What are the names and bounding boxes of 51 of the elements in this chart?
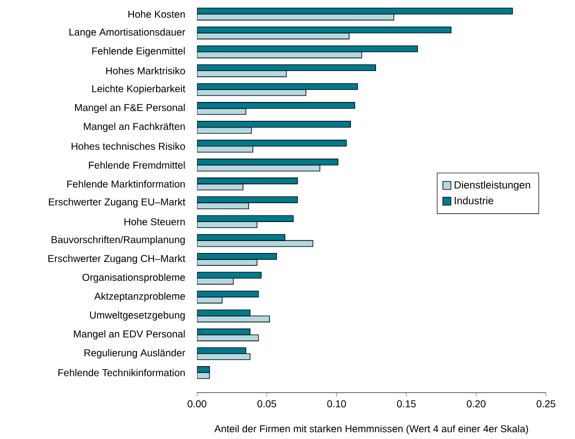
bar — [197, 178, 298, 184]
y-tick-label: Hohes Marktrisiko — [106, 67, 185, 74]
y-tick-label: Mangel an Fachkräften — [84, 122, 185, 132]
y-tick-label: Fehlende Fremdmittel — [88, 161, 185, 169]
y-tick-label: Umweltgesetzgebung — [90, 311, 185, 321]
y-tick-label: Leichte Kopierbarkeit — [92, 84, 186, 94]
x-tick-label: 0.15 — [397, 400, 416, 408]
y-tick-label: Fehlende Marktinformation — [67, 180, 185, 188]
bar — [197, 146, 254, 153]
y-tick-label: Hohe Steuern — [124, 218, 185, 226]
y-tick-label: Aktzeptanzprobleme — [94, 292, 185, 302]
bar — [197, 14, 394, 20]
bar — [197, 202, 249, 210]
x-axis-title: Anteil der Firmen mit starken Hemmnissen (Wert 4 auf einer 4er Skala) — [214, 424, 528, 434]
x-tick-label: 0.20 — [466, 400, 486, 408]
bar — [197, 259, 258, 266]
bar — [197, 89, 306, 96]
y-tick-label: Fehlende Technikinformation — [58, 368, 185, 376]
bar — [197, 70, 287, 78]
y-tick-label: Erschwerter Zugang EU–Markt — [48, 198, 186, 208]
bar — [197, 334, 259, 342]
bar — [197, 272, 262, 279]
y-tick-label: Hohe Kosten — [128, 10, 185, 18]
bar — [197, 290, 259, 298]
bar — [197, 102, 356, 109]
bar — [197, 51, 362, 58]
x-tick-label: 0.10 — [327, 400, 346, 408]
y-tick-label: Mangel an EDV Personal — [74, 330, 185, 340]
bar — [197, 252, 277, 260]
bar — [197, 120, 351, 128]
y-tick-label: Bauvorschriften/Raumplanung — [52, 236, 185, 246]
bar — [197, 8, 513, 14]
y-tick-label: Fehlende Eigenmittel — [92, 47, 185, 56]
bar — [197, 45, 418, 52]
x-tick-label: 0.00 — [188, 400, 206, 408]
bar — [197, 196, 298, 204]
y-tick-label: Organisationsprobleme — [82, 274, 185, 283]
bar — [197, 140, 347, 146]
y-tick-label: Mangel an F&E Personal — [75, 104, 185, 114]
bar — [197, 64, 376, 72]
x-tick-label: 0.25 — [536, 400, 556, 408]
y-tick-label: Regulierung Ausländer — [84, 349, 186, 358]
x-tick-label: 0.05 — [257, 400, 276, 408]
bar — [197, 215, 294, 222]
y-tick-label: Lange Amortisationsdauer — [69, 28, 186, 38]
bar — [197, 126, 252, 134]
legend-label: Industrie — [454, 196, 494, 204]
legend-label: Dienstleistungen — [454, 180, 530, 191]
y-tick-label: Hohes technisches Risiko — [72, 142, 185, 150]
bar — [197, 221, 258, 228]
y-tick-label: Erschwerter Zugang CH–Markt — [48, 254, 186, 264]
